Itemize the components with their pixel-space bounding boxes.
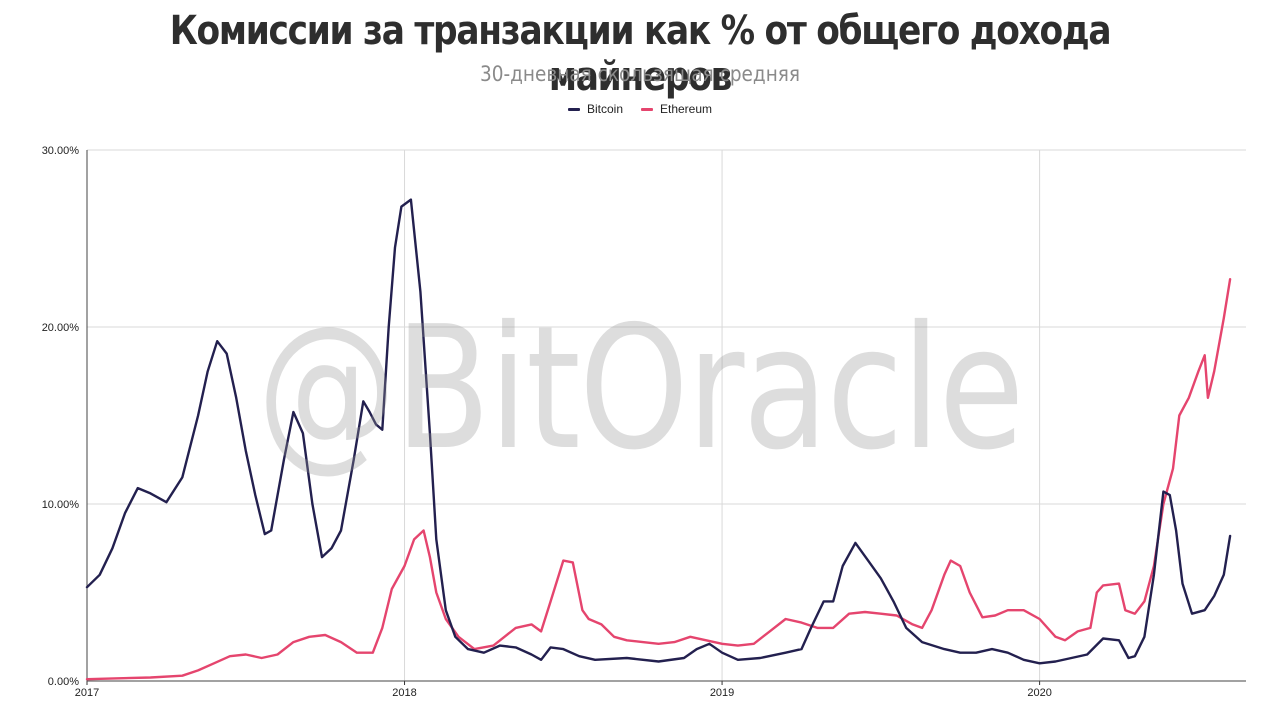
legend-item-bitcoin[interactable]: Bitcoin xyxy=(567,102,623,116)
y-tick-label: 20.00% xyxy=(42,322,80,334)
y-tick-label: 30.00% xyxy=(42,145,80,157)
legend-label-ethereum: Ethereum xyxy=(660,102,713,116)
series-line-bitcoin xyxy=(85,198,1232,665)
x-tick-label: 2019 xyxy=(710,687,734,699)
chart-subtitle: 30-дневная скользящая средняя xyxy=(479,62,801,86)
legend-label-bitcoin: Bitcoin xyxy=(586,102,623,116)
y-tick-label: 10.00% xyxy=(42,499,80,511)
legend-swatch-ethereum xyxy=(641,107,653,111)
x-tick-label: 2018 xyxy=(392,687,416,699)
series-line-ethereum xyxy=(85,278,1232,681)
chart-legend: Bitcoin Ethereum xyxy=(0,102,1280,116)
y-tick-label: 0.00% xyxy=(48,676,79,688)
x-tick-label: 2017 xyxy=(75,687,99,699)
legend-swatch-bitcoin xyxy=(567,107,580,111)
x-tick-label: 2020 xyxy=(1027,687,1051,699)
chart-title: Комиссии за транзакции как % от общего д… xyxy=(169,8,1112,100)
legend-item-ethereum[interactable]: Ethereum xyxy=(641,102,712,116)
